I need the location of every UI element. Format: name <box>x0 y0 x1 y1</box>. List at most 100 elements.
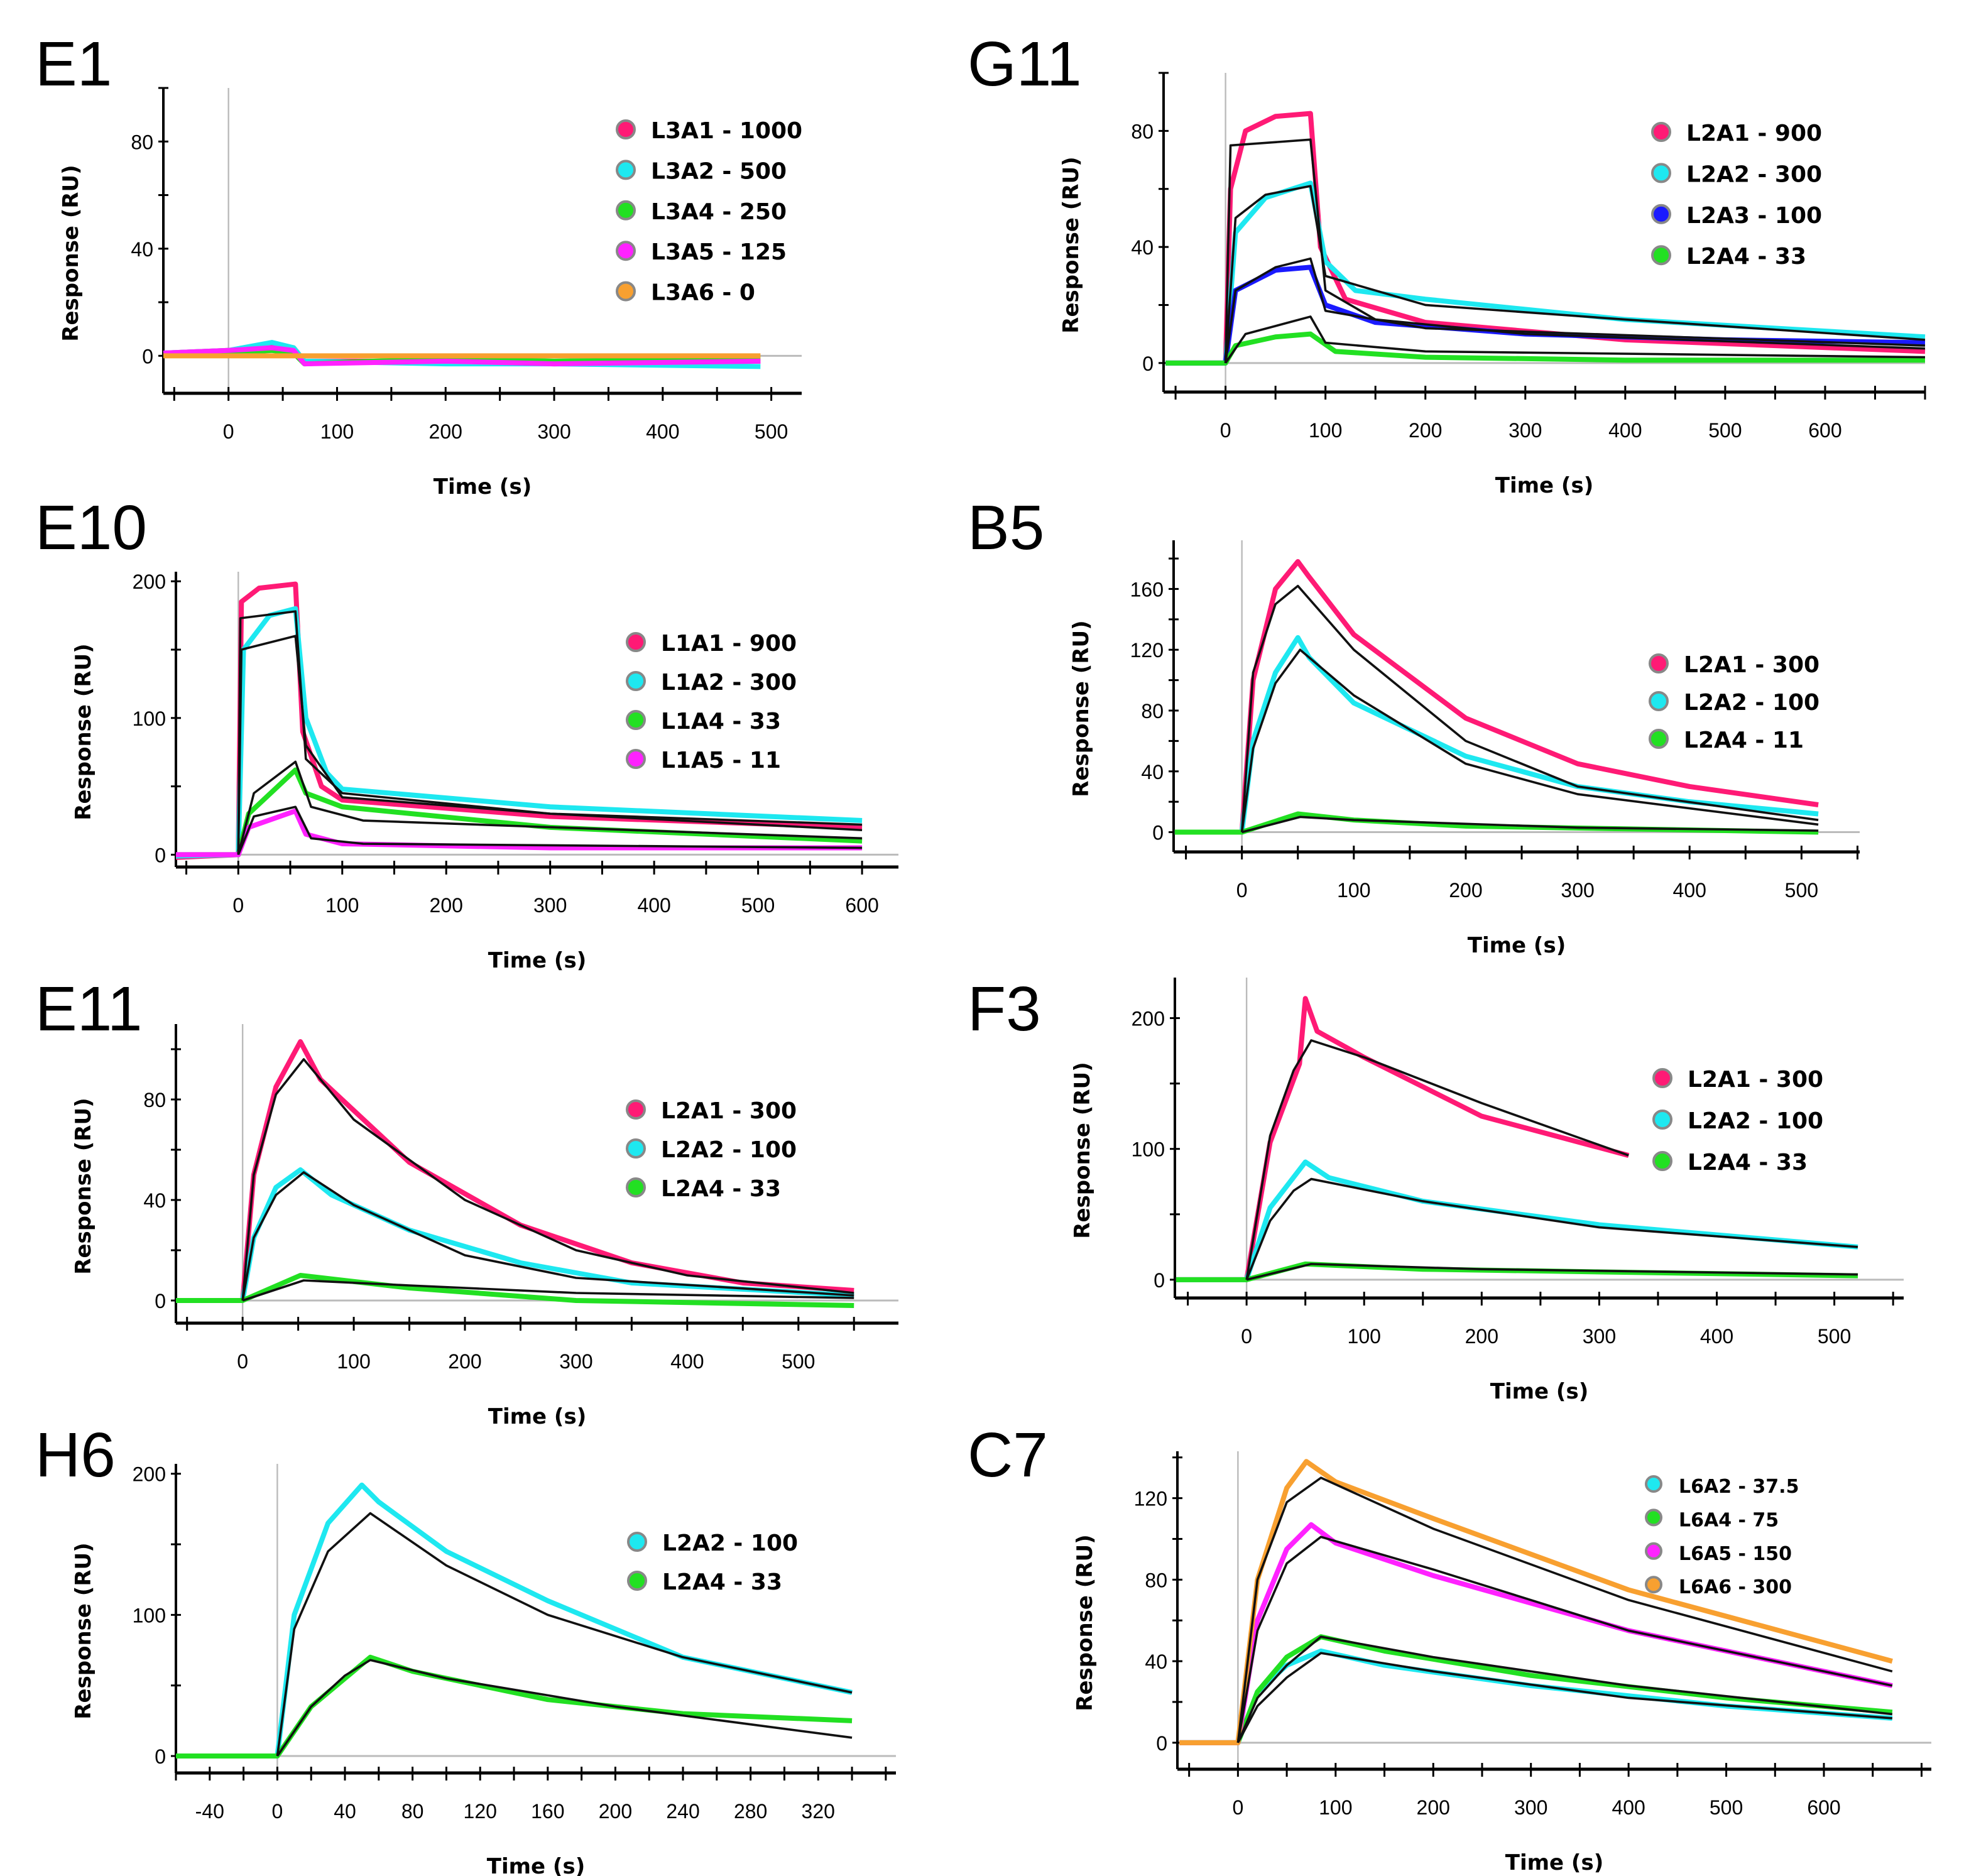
fit-curve <box>237 805 863 856</box>
y-tick-label: 0 <box>1142 352 1154 375</box>
panel-label: F3 <box>968 974 1041 1044</box>
x-tick-label: 200 <box>430 894 463 917</box>
y-tick-label: 40 <box>1131 236 1154 259</box>
y-axis-label: Response (RU) <box>71 643 96 820</box>
fit-curve <box>1236 1476 1893 1743</box>
y-tick-label: 200 <box>1132 1008 1165 1030</box>
x-tick-label: 320 <box>802 1800 835 1823</box>
y-tick-label: 200 <box>133 1463 166 1486</box>
x-tick-label: 100 <box>320 420 354 443</box>
legend-marker <box>1645 1508 1662 1527</box>
y-tick-label: 80 <box>1131 120 1154 143</box>
legend-marker <box>1651 204 1671 224</box>
fit-curve <box>237 760 863 855</box>
legend-marker <box>1651 122 1671 142</box>
fit-curve <box>276 1659 853 1757</box>
fit-curve <box>1240 584 1819 832</box>
y-tick-label: 0 <box>1152 822 1164 844</box>
fit-curve <box>1224 257 1926 364</box>
x-tick-label: 280 <box>734 1800 767 1823</box>
x-tick-label: 200 <box>599 1800 632 1823</box>
legend-marker <box>616 281 636 302</box>
legend-marker <box>1645 1576 1662 1594</box>
y-axis-label: Response (RU) <box>1070 1062 1095 1238</box>
y-tick-label: 0 <box>142 345 153 368</box>
y-tick-label: 0 <box>155 844 166 866</box>
legend-marker <box>626 1177 646 1197</box>
legend-label: L1A4 - 33 <box>661 709 781 734</box>
legend-label: L6A6 - 300 <box>1679 1576 1792 1598</box>
x-tick-label: 0 <box>223 420 234 443</box>
y-tick-label: 40 <box>1145 1650 1167 1673</box>
y-tick-label: 40 <box>131 238 153 261</box>
chart-f3: F3 0 100 200 300 400 500 0 100 200 Time (s) Respons… <box>968 974 1904 1404</box>
legend-marker <box>616 119 636 139</box>
legend-label: L2A2 - 100 <box>662 1530 798 1556</box>
fit-curve <box>1240 648 1819 832</box>
fit-curve <box>1224 185 1926 363</box>
legend-label: L2A1 - 300 <box>1688 1067 1823 1093</box>
legend-marker <box>1645 1475 1662 1493</box>
y-tick-label: 120 <box>1134 1488 1167 1510</box>
x-tick-label: 200 <box>1449 879 1482 902</box>
x-tick-label: 0 <box>1232 1796 1243 1819</box>
legend-label: L2A1 - 900 <box>1686 121 1822 146</box>
x-tick-label: 0 <box>232 894 244 917</box>
fit-curve <box>1245 1177 1858 1280</box>
legend-marker <box>627 1532 647 1552</box>
x-tick-label: 400 <box>1612 1796 1645 1819</box>
legend-marker <box>1649 653 1669 674</box>
fit-curve <box>1225 315 1926 364</box>
x-tick-label: 300 <box>537 420 570 443</box>
fit-curve <box>241 1171 854 1301</box>
fit-curve <box>1245 1039 1629 1280</box>
legend-marker <box>626 710 646 730</box>
y-tick-label: 100 <box>133 1604 166 1627</box>
legend-marker <box>616 241 636 261</box>
x-tick-label: 500 <box>782 1350 815 1373</box>
x-tick-label: 100 <box>1348 1325 1381 1348</box>
legend-label: L2A4 - 33 <box>661 1176 781 1202</box>
x-tick-label: 200 <box>1465 1325 1498 1348</box>
legend-label: L2A3 - 100 <box>1686 203 1822 229</box>
chart-h6: H6 -40 0 40 80 120 160 200 240 280 320 0 100 200 Time … <box>35 1420 896 1876</box>
x-tick-label: 400 <box>646 420 679 443</box>
legend-marker <box>1649 729 1669 749</box>
x-tick-label: 100 <box>337 1350 370 1373</box>
x-tick-label: 300 <box>1514 1796 1547 1819</box>
x-tick-label: 300 <box>559 1350 592 1373</box>
panel-label: C7 <box>968 1420 1048 1490</box>
data-series-cyan <box>1176 1159 1858 1282</box>
y-tick-label: 0 <box>155 1745 166 1768</box>
chart-e1: E1 0 100 200 300 400 500 0 40 80 Time (s) Response … <box>35 29 802 499</box>
y-tick-label: 200 <box>133 570 166 593</box>
y-tick-label: 80 <box>131 131 153 153</box>
x-tick-label: 200 <box>448 1350 481 1373</box>
legend-marker <box>1651 245 1671 266</box>
data-series-green <box>1174 811 1819 835</box>
legend-label: L2A1 - 300 <box>661 1098 797 1124</box>
y-tick-label: 0 <box>155 1290 166 1312</box>
x-tick-label: 500 <box>1710 1796 1743 1819</box>
x-axis-label: Time (s) <box>488 1404 587 1429</box>
legend-marker <box>616 200 636 221</box>
fit-curve <box>1246 1263 1858 1281</box>
chart-g11: G11 0 100 200 300 400 500 600 0 40 80 Time (s) Respo… <box>968 29 1926 498</box>
x-tick-label: 500 <box>741 894 775 917</box>
panel-label: E10 <box>35 493 147 563</box>
fit-curve <box>1224 138 1926 363</box>
y-tick-label: 40 <box>1141 761 1164 783</box>
y-axis-label: Response (RU) <box>1069 620 1094 797</box>
y-tick-label: 0 <box>1154 1269 1165 1292</box>
legend-label: L2A4 - 33 <box>1688 1150 1808 1175</box>
fit-curve <box>1236 1635 1893 1743</box>
x-tick-label: 400 <box>670 1350 704 1373</box>
fit-curve <box>1236 1535 1893 1743</box>
legend-label: L2A4 - 33 <box>1686 244 1806 270</box>
x-tick-label: 200 <box>429 420 462 443</box>
legend-marker <box>1652 1110 1672 1130</box>
x-tick-label: 500 <box>1785 879 1818 902</box>
y-tick-label: 80 <box>1141 700 1164 723</box>
x-tick-label: 100 <box>325 894 359 917</box>
